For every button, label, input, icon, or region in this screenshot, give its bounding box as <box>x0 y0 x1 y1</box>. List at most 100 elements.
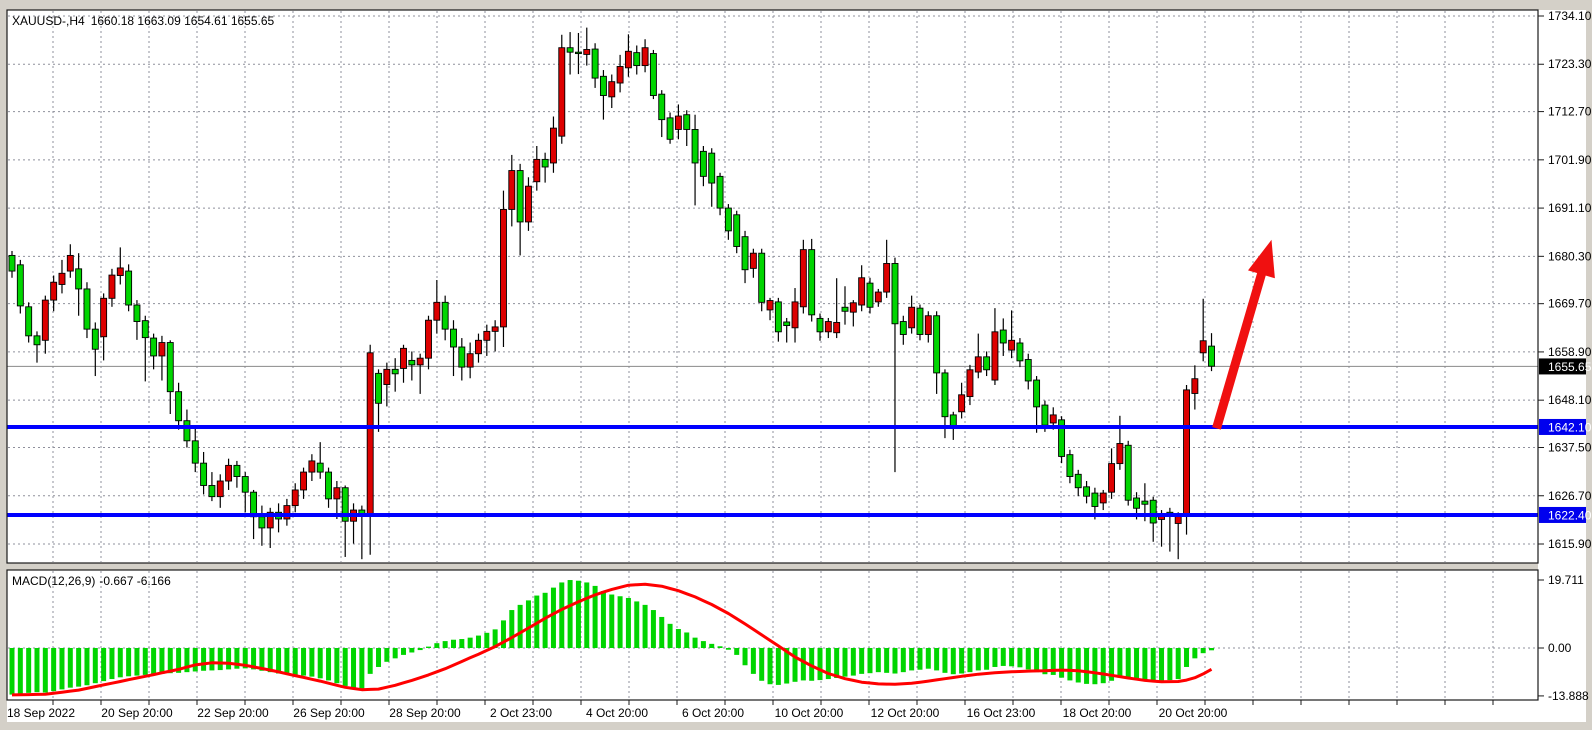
macd-bar <box>859 648 865 674</box>
svg-text:1642.10: 1642.10 <box>1548 420 1592 434</box>
macd-bar <box>134 648 140 676</box>
macd-indicator-label: MACD(12,26,9) -0.667 -6.166 <box>12 574 175 588</box>
time-axis[interactable] <box>7 700 1538 722</box>
bear-candle <box>25 306 33 337</box>
macd-bar <box>259 648 265 671</box>
time-tick-label: 4 Oct 20:00 <box>586 706 648 720</box>
macd-bar <box>875 648 881 673</box>
macd-bar <box>767 648 773 685</box>
price-tick-label: 1734.10 <box>1548 9 1592 23</box>
macd-bar <box>167 648 173 674</box>
macd-bar <box>317 648 323 679</box>
time-tick-label: 10 Oct 20:00 <box>775 706 844 720</box>
macd-bar <box>642 604 648 648</box>
bear-candle <box>866 282 874 308</box>
macd-bar <box>1067 648 1073 681</box>
macd-bar <box>575 580 581 648</box>
macd-bar <box>817 648 823 681</box>
macd-bar <box>351 648 357 689</box>
bull-candle <box>550 127 557 164</box>
bear-candle <box>1124 444 1132 501</box>
macd-bar <box>417 648 423 651</box>
macd-bar <box>634 601 640 648</box>
macd-bar <box>792 648 798 682</box>
bear-candle <box>916 307 924 335</box>
bull-candle <box>624 50 632 69</box>
bull-candle <box>991 331 999 381</box>
bull-candle <box>216 480 224 498</box>
bear-candle <box>899 321 907 335</box>
bull-candle <box>366 352 374 516</box>
macd-bar <box>1192 648 1198 659</box>
macd-bar <box>342 648 348 686</box>
price-tick-label: 1637.50 <box>1548 441 1592 455</box>
macd-bar <box>1167 648 1173 681</box>
bull-candle <box>108 274 116 299</box>
bear-candle <box>1149 499 1157 524</box>
bull-candle <box>824 321 832 333</box>
macd-bar <box>1092 648 1098 685</box>
trend-arrow[interactable] <box>1212 239 1275 430</box>
macd-bar <box>1134 648 1140 680</box>
bear-candle <box>633 52 641 67</box>
macd-bar <box>284 648 290 675</box>
macd-bar <box>800 648 806 681</box>
main-pane-border <box>6 9 1539 564</box>
price-tick-label: 1680.30 <box>1548 249 1592 263</box>
macd-bar <box>76 648 82 687</box>
macd-bar <box>834 648 840 679</box>
bear-candle <box>1016 342 1024 362</box>
macd-bar <box>1209 648 1215 651</box>
price-axis-labels: 1734.10 1723.30 1712.70 1701.90 1691.10 1680.… <box>1538 9 1592 703</box>
macd-bar <box>142 648 148 675</box>
bull-candle <box>416 357 424 366</box>
macd-bar <box>934 648 940 671</box>
macd-bar <box>992 648 998 667</box>
macd-bar <box>1150 648 1156 682</box>
price-tick-label: 1615.90 <box>1548 537 1592 551</box>
bear-candle <box>1041 404 1049 426</box>
macd-bar <box>617 596 623 648</box>
bear-candle <box>1066 454 1074 477</box>
bear-candle <box>141 320 149 339</box>
macd-bar <box>301 648 307 676</box>
bear-candle <box>183 420 191 442</box>
macd-bar <box>784 648 790 684</box>
bull-candle <box>608 81 616 98</box>
bull-candle <box>100 297 108 338</box>
macd-bar <box>984 648 990 670</box>
bear-candle <box>408 359 416 366</box>
bear-candle <box>649 53 657 96</box>
bear-candle <box>658 93 666 121</box>
time-tick-label: 26 Sep 20:00 <box>293 706 365 720</box>
svg-text:1655.65: 1655.65 <box>1548 360 1592 374</box>
price-tick-label: 1701.90 <box>1548 153 1592 167</box>
bear-candle <box>75 268 83 290</box>
bull-candle <box>674 115 682 130</box>
macd-bar <box>1000 648 1006 666</box>
bear-candle <box>175 391 183 422</box>
bull-candle <box>525 185 532 223</box>
macd-bar <box>775 648 781 685</box>
bull-candle <box>1099 492 1107 504</box>
macd-bar <box>675 629 681 648</box>
time-tick-label: 6 Oct 20:00 <box>682 706 744 720</box>
macd-bar <box>500 620 506 648</box>
bull-candle <box>433 301 441 321</box>
macd-bar <box>51 648 57 692</box>
macd-bar <box>1159 648 1165 681</box>
macd-bar <box>917 648 923 670</box>
macd-bar <box>209 648 215 671</box>
time-tick-label: 18 Oct 20:00 <box>1063 706 1132 720</box>
macd-bar <box>9 648 15 695</box>
macd-bar <box>101 648 107 682</box>
macd-bar <box>717 646 723 648</box>
macd-bar <box>959 648 965 674</box>
macd-bar <box>1009 648 1015 667</box>
macd-bar <box>842 648 848 677</box>
time-tick-label: 2 Oct 23:00 <box>490 706 552 720</box>
macd-bar <box>1200 648 1206 654</box>
macd-bar <box>734 648 740 655</box>
bull-candle <box>1008 339 1016 351</box>
